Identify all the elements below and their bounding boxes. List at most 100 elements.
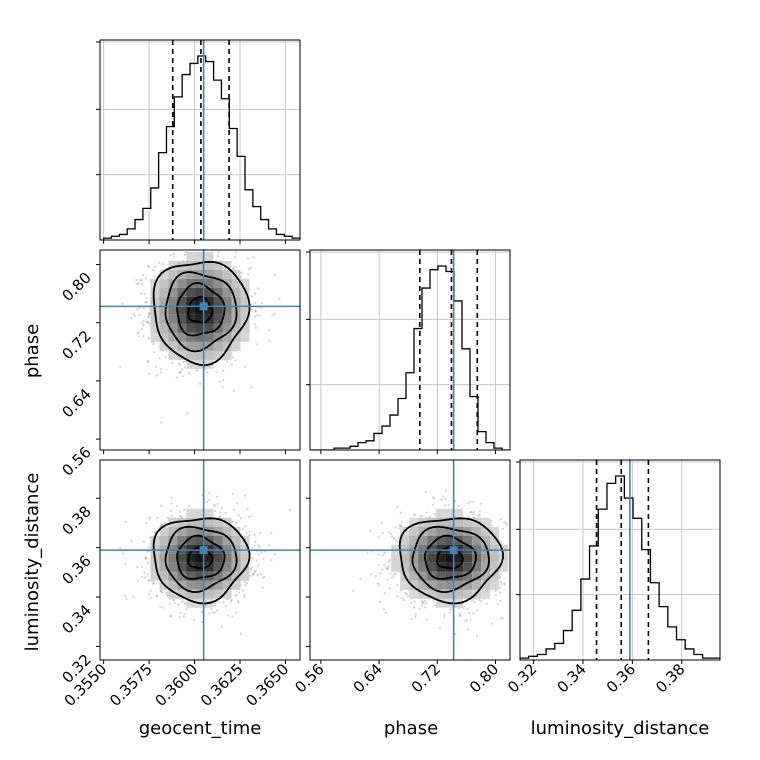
sample-point	[369, 573, 373, 576]
sample-point	[136, 565, 139, 569]
sample-point	[261, 586, 265, 589]
density-cell	[490, 553, 500, 563]
density-cell	[231, 323, 241, 333]
density-cell	[177, 526, 187, 536]
sample-point	[219, 511, 222, 514]
sample-point	[386, 568, 389, 571]
sample-point	[214, 602, 217, 605]
sample-point	[381, 568, 384, 571]
sample-point	[253, 533, 256, 536]
sample-point	[173, 602, 176, 605]
density-cell	[222, 287, 232, 297]
density-cell	[418, 526, 428, 536]
x-tick-label-geocent_time: 0.3625	[197, 660, 247, 710]
sample-point	[248, 530, 251, 533]
density-cell	[418, 553, 428, 563]
density-cell	[472, 535, 482, 545]
panel-frame	[519, 459, 721, 661]
sample-point	[413, 606, 416, 609]
sample-point	[241, 589, 245, 592]
sample-point	[250, 386, 253, 389]
density-cell	[186, 562, 196, 572]
sample-point	[141, 322, 144, 325]
sample-point	[147, 336, 150, 339]
sample-point	[369, 529, 372, 532]
sample-point	[152, 582, 155, 585]
sample-point	[140, 292, 143, 295]
density-cell	[168, 260, 178, 270]
contour-level-2	[164, 525, 238, 594]
density-cell	[213, 571, 223, 581]
sample-point	[475, 634, 479, 637]
density-cell	[463, 580, 473, 590]
sample-point	[253, 323, 256, 326]
density-cell	[222, 269, 232, 279]
sample-point	[231, 492, 234, 496]
sample-point	[146, 321, 149, 324]
sample-point	[226, 240, 228, 242]
sample-point	[169, 615, 173, 618]
sample-point	[496, 602, 499, 606]
sample-point	[148, 322, 151, 325]
sample-point	[175, 376, 178, 379]
density-cell	[418, 580, 428, 590]
density-cell	[213, 278, 223, 288]
sample-point	[472, 612, 475, 615]
sample-point	[516, 582, 518, 584]
sample-point	[146, 573, 149, 576]
density-cell	[186, 287, 196, 297]
density-cell	[213, 580, 223, 590]
density-cell	[186, 508, 196, 518]
density-cell	[222, 296, 232, 306]
density-cell	[472, 571, 482, 581]
sample-point	[273, 313, 276, 316]
sample-point	[155, 594, 158, 598]
density-cell	[213, 260, 223, 270]
sample-point	[376, 582, 380, 585]
sample-point	[499, 591, 502, 594]
sample-point	[442, 495, 445, 498]
sample-point	[182, 615, 185, 618]
sample-point	[536, 549, 538, 551]
sample-point	[178, 515, 182, 518]
density-cell	[463, 517, 473, 527]
density-cell	[409, 526, 419, 536]
sample-point	[155, 374, 158, 377]
sample-point	[469, 511, 472, 514]
sample-point	[169, 509, 173, 512]
sample-point	[494, 589, 497, 592]
density-cell	[436, 517, 446, 527]
sample-point	[419, 514, 423, 518]
sample-point	[421, 604, 424, 607]
sample-point	[199, 382, 202, 385]
sample-point	[394, 538, 397, 541]
density-cell	[499, 562, 509, 572]
sample-point	[239, 632, 243, 635]
sample-point	[444, 497, 447, 500]
sample-point	[234, 256, 237, 259]
sample-point	[432, 598, 435, 602]
sample-point	[130, 317, 133, 320]
sample-point	[133, 314, 136, 318]
sample-point	[245, 531, 248, 534]
sample-point	[511, 612, 513, 614]
density-cell	[204, 589, 214, 599]
density-cell	[150, 562, 160, 572]
sample-point	[387, 560, 390, 563]
sample-point	[216, 495, 219, 498]
sample-point	[467, 501, 470, 505]
sample-point	[218, 380, 221, 383]
sample-point	[121, 302, 124, 305]
density-cell	[400, 553, 410, 563]
sample-point	[468, 612, 471, 615]
sample-point	[263, 575, 266, 578]
density-cell	[195, 508, 205, 518]
density-cell	[195, 571, 205, 581]
density-cell	[168, 269, 178, 279]
density-cell	[195, 287, 205, 297]
sample-point	[472, 501, 475, 504]
density-cell	[481, 571, 491, 581]
sample-point	[449, 608, 452, 611]
density-cell	[168, 544, 178, 554]
sample-point	[155, 365, 158, 368]
